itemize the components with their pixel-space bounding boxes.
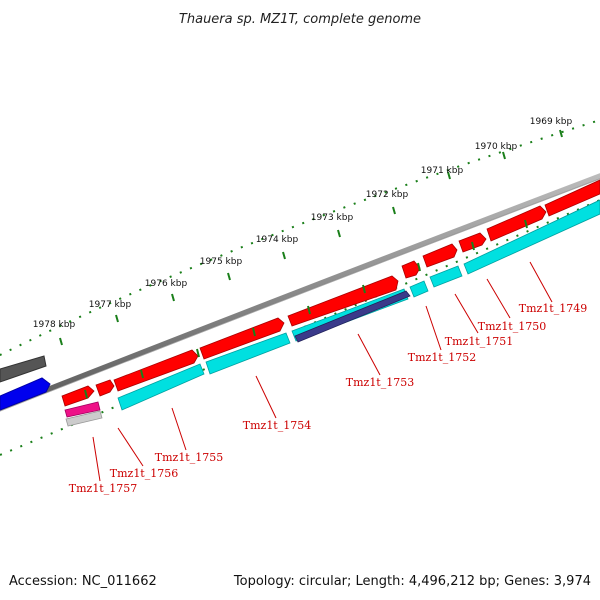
blue-feature [0,377,51,411]
cds-red-5 [287,275,399,327]
gene-label-1752[interactable]: Tmz1t_1752 [408,351,476,364]
gray-small-feature [65,410,103,427]
cds-red-1 [61,385,95,407]
genome-title: Thauera sp. MZ1T, complete genome [179,12,421,27]
genome-backbone [0,173,600,411]
cds-cyan-2 [205,332,291,375]
kbp-label-1970: 1970 kbp [475,142,518,152]
rna-feature-pink [64,401,101,418]
kbp-label-1978: 1978 kbp [33,320,76,330]
gray-feature [0,355,47,383]
cds-cyan-1 [117,363,205,411]
kbp-label-1973: 1973 kbp [311,213,354,223]
kbp-label-1974: 1974 kbp [256,235,299,245]
kbp-label-1975: 1975 kbp [200,257,243,267]
kbp-label-1977: 1977 kbp [89,300,132,310]
kbp-label-1972: 1972 kbp [366,190,409,200]
major-ticks [59,129,563,346]
cds-red-6 [401,260,421,279]
inner-ring-ticks [84,219,528,399]
gene-label-1753[interactable]: Tmz1t_1753 [346,376,414,389]
cds-cyan-5 [429,265,463,288]
cds-red-9 [486,205,547,242]
gene-label-1757[interactable]: Tmz1t_1757 [69,482,137,495]
cds-red-10 [544,179,600,217]
gene-label-1751[interactable]: Tmz1t_1751 [445,335,513,348]
backbone-shadow [0,178,600,412]
topology-text: Topology: circular; Length: 4,496,212 bp… [233,574,591,589]
cds-red-3 [113,349,199,392]
gene-label-1756[interactable]: Tmz1t_1756 [110,467,178,480]
gene-label-1755[interactable]: Tmz1t_1755 [155,451,223,464]
cds-cyan-6 [463,199,600,275]
forward-strand-cds [61,179,600,407]
cds-red-4 [199,317,285,360]
cds-cyan-4 [409,280,429,298]
cds-navy-1753 [294,290,411,343]
kbp-label-1971: 1971 kbp [421,166,464,176]
cds-red-2 [95,379,115,397]
kbp-label-1976: 1976 kbp [145,279,188,289]
cds-red-7 [422,243,458,268]
gene-label-connectors [92,261,553,482]
kbp-label-1969: 1969 kbp [530,117,573,127]
outer-scale-ring [0,119,600,357]
gene-label-1750[interactable]: Tmz1t_1750 [478,320,546,333]
accession-text: Accession: NC_011662 [9,574,157,589]
gene-label-1749[interactable]: Tmz1t_1749 [519,302,587,315]
gene-label-1754[interactable]: Tmz1t_1754 [243,419,311,432]
